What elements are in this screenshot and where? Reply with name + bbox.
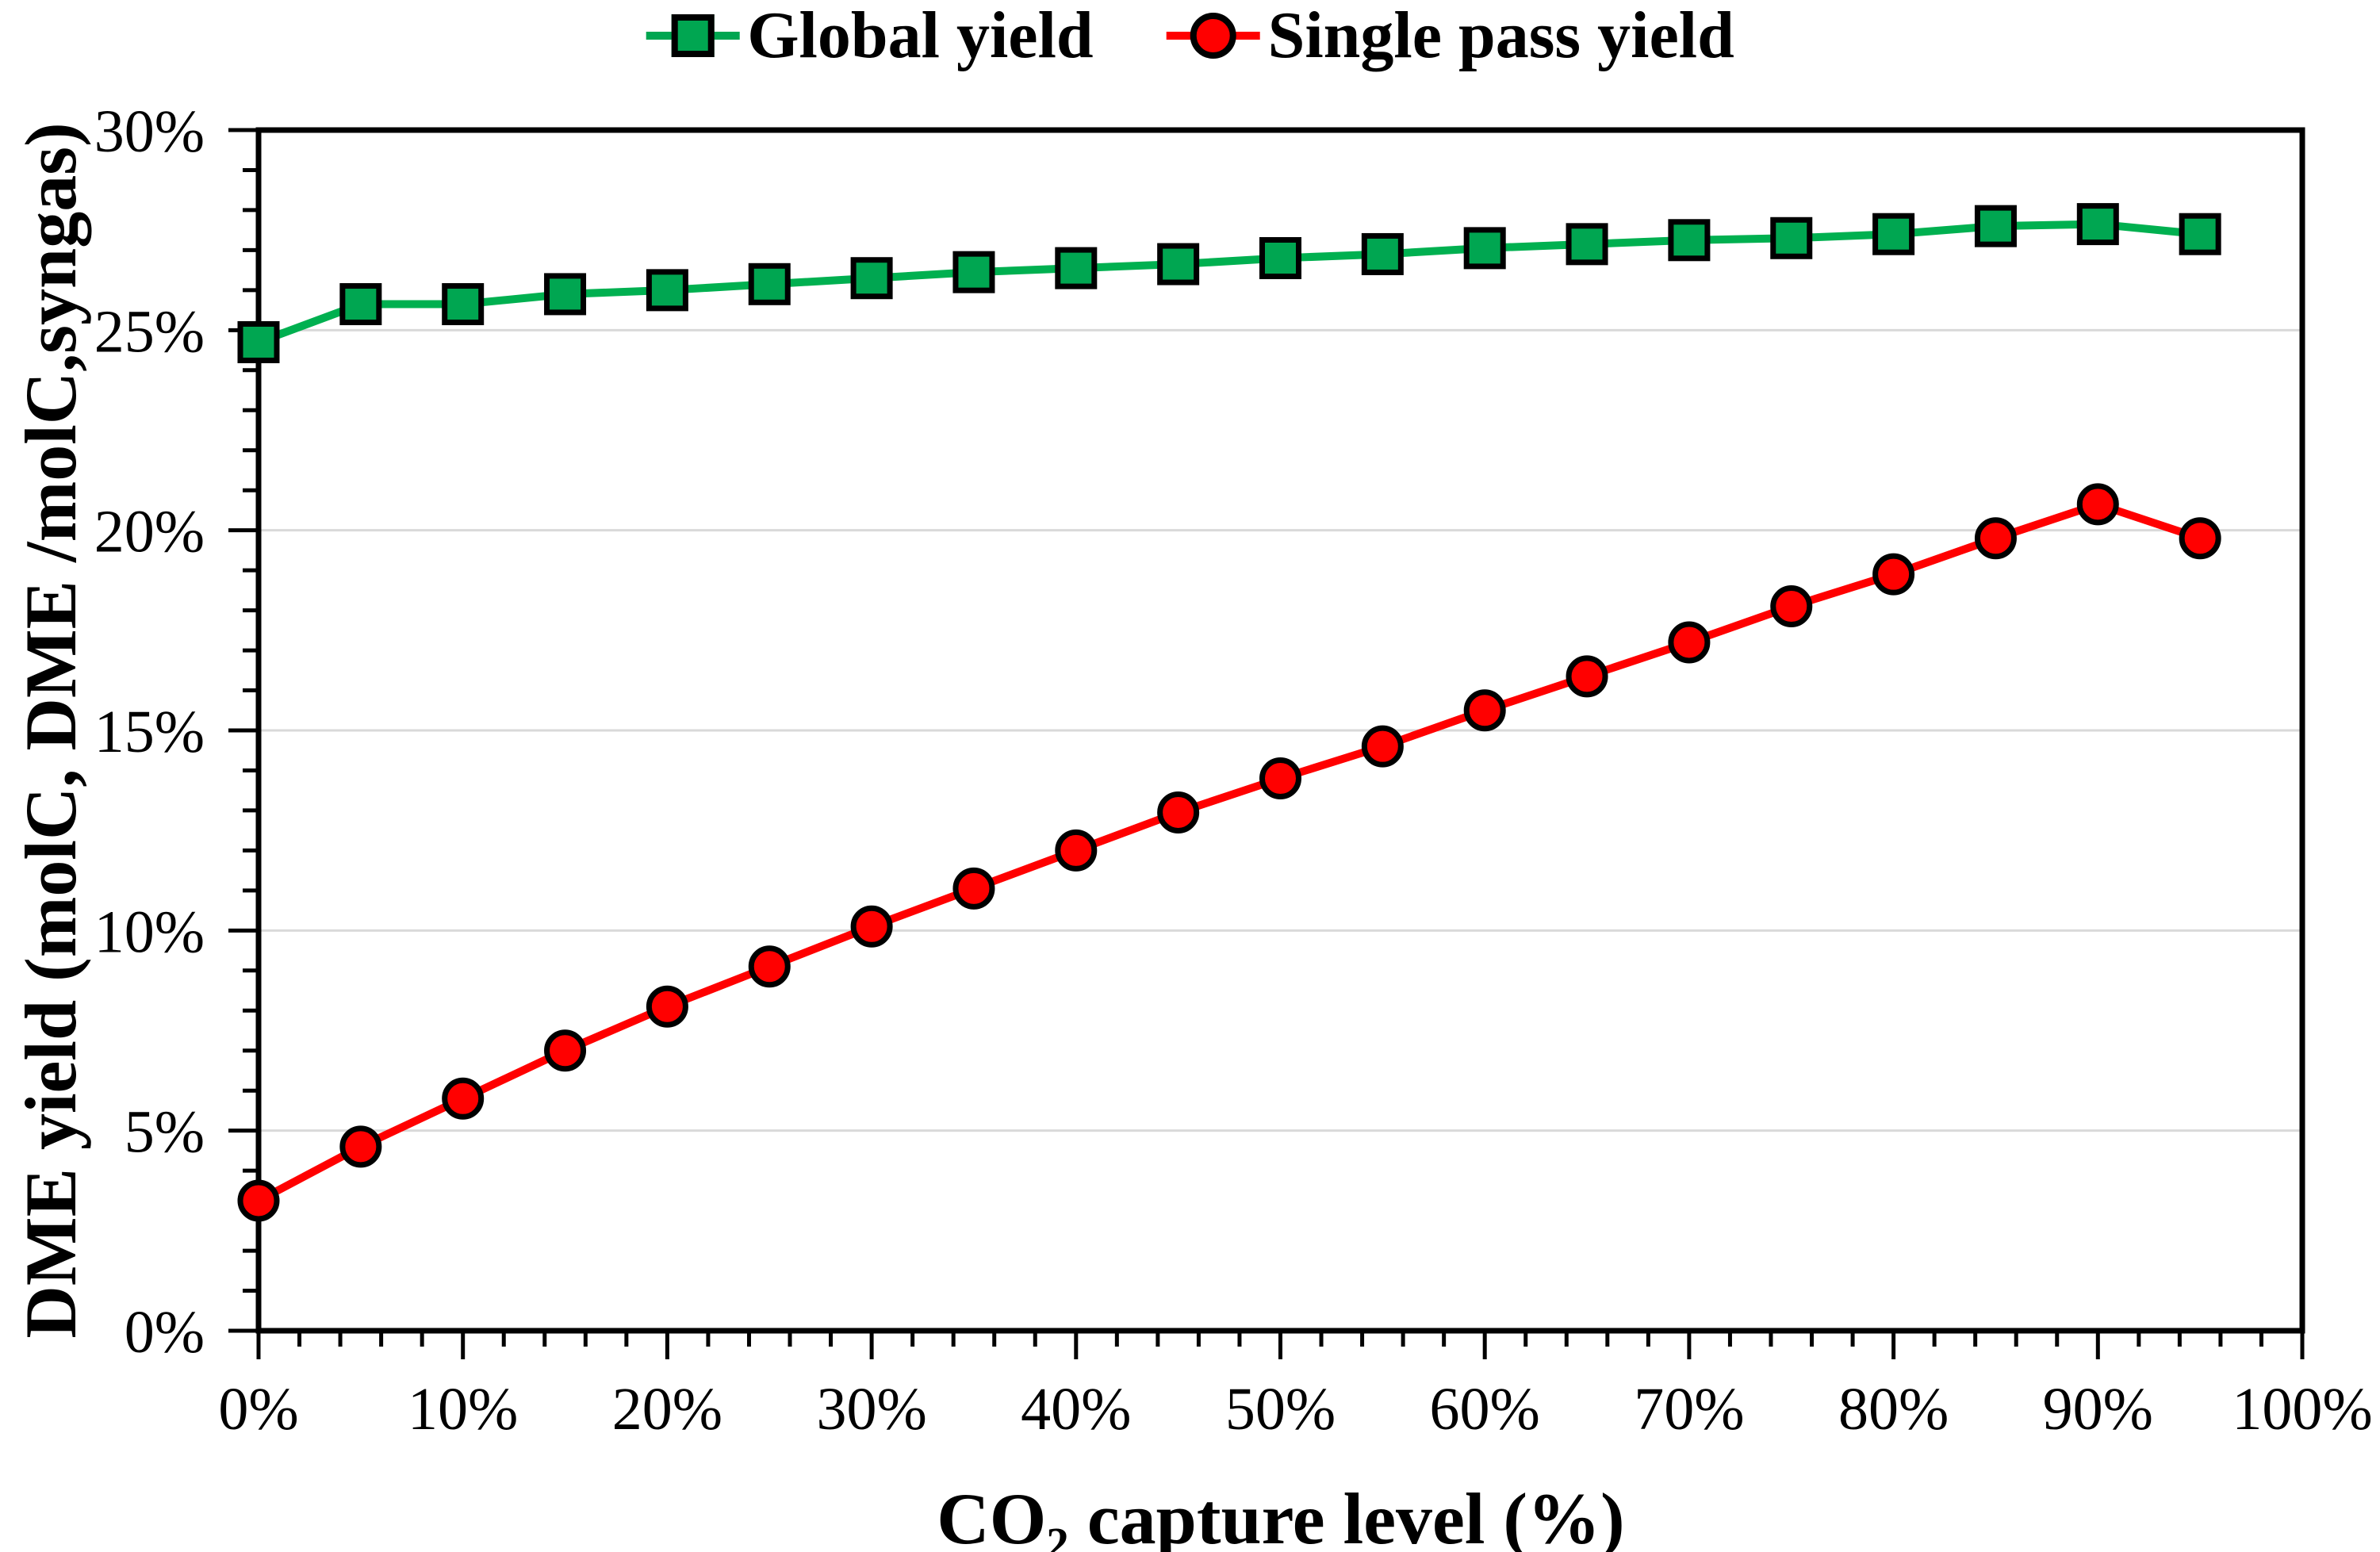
single-pass-yield-point-75 — [1770, 585, 1813, 628]
x-tick-label: 70% — [1634, 1376, 1744, 1443]
global-yield-point-15 — [544, 273, 587, 316]
single-pass-yield-point-0 — [237, 1179, 280, 1222]
single-pass-yield-point-40 — [1055, 829, 1098, 872]
y-tick-label: 20% — [94, 499, 205, 565]
x-tick-label: 10% — [408, 1376, 518, 1443]
global-yield-point-25 — [748, 262, 791, 305]
single-pass-yield-point-30 — [850, 905, 893, 948]
global-yield-point-60 — [1463, 227, 1506, 270]
x-tick-label: 80% — [1838, 1376, 1949, 1443]
single-pass-yield-point-5 — [339, 1125, 382, 1168]
global-yield-point-35 — [952, 251, 995, 293]
y-tick-label: 10% — [94, 899, 205, 965]
legend-label-global-yield: Global yield — [747, 0, 1094, 72]
x-tick-label: 50% — [1225, 1376, 1336, 1443]
single-pass-yield-point-45 — [1157, 791, 1200, 833]
single-pass-yield-point-55 — [1361, 725, 1404, 768]
x-tick-label: 20% — [612, 1376, 722, 1443]
global-yield-point-90 — [2076, 203, 2119, 246]
x-tick-label: 40% — [1021, 1376, 1131, 1443]
global-yield-point-80 — [1872, 213, 1915, 255]
legend-item-global-yield: Global yield — [646, 0, 1094, 72]
x-tick-label: 60% — [1430, 1376, 1540, 1443]
y-tick-label: 25% — [94, 298, 205, 365]
single-pass-yield-point-10 — [442, 1077, 485, 1120]
single-pass-yield-point-65 — [1566, 655, 1608, 698]
single-pass-yield-point-80 — [1872, 553, 1915, 596]
x-axis-title-sub: 2 — [1046, 1519, 1069, 1552]
single-pass-yield-marker-icon — [1166, 10, 1260, 61]
circle-marker-icon — [1190, 13, 1236, 59]
x-tick-label: 90% — [2043, 1376, 2153, 1443]
global-yield-point-70 — [1668, 219, 1711, 262]
global-yield-marker-icon — [646, 10, 740, 61]
global-yield-point-30 — [850, 257, 893, 300]
x-tick-label: 30% — [816, 1376, 926, 1443]
y-tick-label: 30% — [94, 98, 205, 165]
single-pass-yield-point-95 — [2179, 517, 2221, 560]
single-pass-yield-point-50 — [1259, 757, 1301, 800]
global-yield-point-10 — [442, 283, 485, 326]
single-pass-yield-line — [256, 500, 2202, 1205]
y-axis-title: DME yield (molC, DME /molC,syngas) — [10, 122, 91, 1339]
global-yield-point-50 — [1259, 236, 1301, 279]
global-yield-point-5 — [339, 283, 382, 326]
y-tick-label: 5% — [125, 1099, 205, 1166]
single-pass-yield-point-70 — [1668, 621, 1711, 664]
global-yield-point-40 — [1055, 247, 1098, 289]
single-pass-yield-point-25 — [748, 945, 791, 988]
global-yield-point-55 — [1361, 232, 1404, 275]
x-axis-title-post: capture level (%) — [1068, 1478, 1625, 1552]
x-tick-label: 0% — [218, 1376, 298, 1443]
global-yield-point-85 — [1974, 205, 2017, 247]
single-pass-yield-point-15 — [544, 1029, 587, 1072]
global-yield-point-65 — [1566, 223, 1608, 266]
square-marker-icon — [671, 14, 715, 57]
single-pass-yield-point-20 — [646, 985, 688, 1028]
global-yield-point-20 — [646, 269, 688, 312]
single-pass-yield-point-35 — [952, 867, 995, 910]
single-pass-yield-point-60 — [1463, 689, 1506, 732]
y-tick-label: 15% — [94, 699, 205, 765]
legend-item-single-pass-yield: Single pass yield — [1166, 0, 1734, 72]
global-yield-point-75 — [1770, 217, 1813, 259]
chart-legend: Global yield Single pass yield — [646, 2, 1734, 70]
global-yield-point-95 — [2179, 213, 2221, 255]
global-yield-point-0 — [237, 320, 280, 363]
y-tick-label: 0% — [125, 1299, 205, 1366]
plot-border — [255, 127, 2305, 1334]
single-pass-yield-point-90 — [2076, 483, 2119, 526]
global-yield-point-45 — [1157, 243, 1200, 285]
x-axis-title: CO2 capture level (%) — [937, 1477, 1624, 1552]
legend-label-single-pass-yield: Single pass yield — [1267, 0, 1734, 72]
single-pass-yield-point-85 — [1974, 517, 2017, 560]
x-tick-label: 100% — [2232, 1376, 2372, 1443]
x-axis-title-pre: CO — [937, 1478, 1047, 1552]
